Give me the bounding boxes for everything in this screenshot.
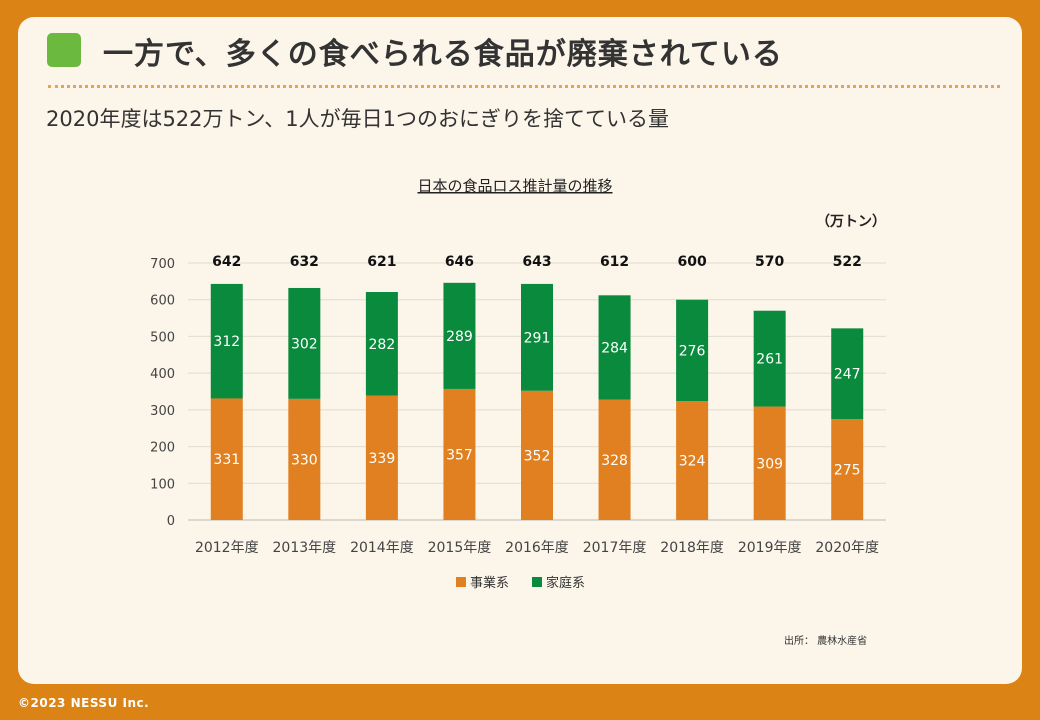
- bar-household: [443, 282, 476, 389]
- bar-total-label: 600: [677, 254, 706, 270]
- bar-value-label: 331: [213, 452, 240, 468]
- bar-household: [831, 328, 864, 420]
- x-category-label: 2012年度: [195, 540, 259, 556]
- y-tick-label: 100: [150, 477, 175, 492]
- x-category-label: 2018年度: [660, 540, 724, 556]
- bar-business: [210, 398, 243, 520]
- bar-household: [521, 283, 553, 391]
- bar-value-label: 282: [369, 337, 396, 353]
- bar-value-label: 302: [291, 336, 318, 352]
- bar-business: [753, 406, 786, 520]
- bar-business: [831, 419, 864, 520]
- bar-business: [598, 399, 631, 520]
- bar-value-label: 330: [291, 452, 318, 468]
- bar-total-label: 621: [367, 254, 396, 270]
- y-tick-label: 200: [150, 441, 175, 456]
- legend-swatch: [532, 577, 542, 587]
- bar-business: [676, 401, 709, 520]
- bar-value-label: 324: [679, 454, 706, 470]
- bar-value-label: 352: [524, 448, 551, 464]
- bar-value-label: 328: [601, 453, 628, 469]
- legend-label: 事業系: [470, 575, 509, 591]
- y-tick-label: 300: [150, 404, 175, 419]
- bar-value-label: 276: [679, 343, 706, 359]
- x-category-label: 2020年度: [815, 540, 879, 556]
- bar-total-label: 612: [600, 254, 629, 270]
- bar-household: [210, 283, 243, 399]
- title-marker-icon: [47, 33, 81, 67]
- bar-total-label: 646: [445, 254, 474, 270]
- bar-household: [598, 295, 631, 400]
- bar-value-label: 357: [446, 447, 473, 463]
- bar-value-label: 312: [213, 334, 240, 350]
- page-subtitle: 2020年度は522万トン、1人が毎日1つのおにぎりを捨てている量: [46, 107, 669, 131]
- bar-total-label: 642: [212, 254, 241, 270]
- bar-business: [365, 395, 398, 520]
- bar-value-label: 339: [369, 451, 396, 467]
- bar-business: [521, 390, 553, 520]
- bar-value-label: 247: [834, 367, 861, 383]
- bar-value-label: 291: [524, 330, 551, 346]
- bars: 331 312 642 2012年度 330 302 632 2013年度 339 282 621 2…: [195, 254, 879, 556]
- bar-value-label: 275: [834, 463, 861, 479]
- bar-household: [753, 310, 786, 407]
- bar-total-label: 632: [290, 254, 319, 270]
- bar-value-label: 284: [601, 340, 628, 356]
- x-category-label: 2019年度: [738, 540, 802, 556]
- legend-label: 家庭系: [546, 575, 585, 591]
- x-category-label: 2014年度: [350, 540, 414, 556]
- y-tick-label: 700: [150, 257, 175, 272]
- unit-label: （万トン）: [816, 214, 886, 230]
- y-tick-label: 0: [167, 514, 175, 529]
- source-note: 出所： 農林水産省: [784, 636, 868, 647]
- bar-value-label: 309: [756, 456, 783, 472]
- x-category-label: 2016年度: [505, 540, 569, 556]
- bar-household: [676, 299, 709, 402]
- y-tick-label: 600: [150, 294, 175, 309]
- bar-household: [288, 287, 321, 399]
- y-tick-label: 400: [150, 367, 175, 382]
- legend: 事業系 家庭系: [456, 575, 585, 591]
- bar-total-label: 522: [833, 254, 862, 270]
- bar-household: [365, 292, 398, 396]
- bar-total-label: 643: [522, 254, 551, 270]
- bar-total-label: 570: [755, 254, 784, 270]
- bar-business: [443, 388, 476, 520]
- y-tick-label: 500: [150, 330, 175, 345]
- x-category-label: 2015年度: [428, 540, 492, 556]
- x-category-label: 2017年度: [583, 540, 647, 556]
- copyright: ©2023 NESSU Inc.: [18, 696, 150, 710]
- bar-value-label: 261: [756, 352, 783, 368]
- dotted-divider: [48, 85, 1000, 88]
- bar-value-label: 289: [446, 329, 473, 345]
- chart-title: 日本の食品ロス推計量の推移: [417, 177, 612, 195]
- x-category-label: 2013年度: [273, 540, 337, 556]
- bar-business: [288, 398, 321, 520]
- legend-swatch: [456, 577, 466, 587]
- page-title: 一方で、多くの食べられる食品が廃棄されている: [103, 37, 783, 72]
